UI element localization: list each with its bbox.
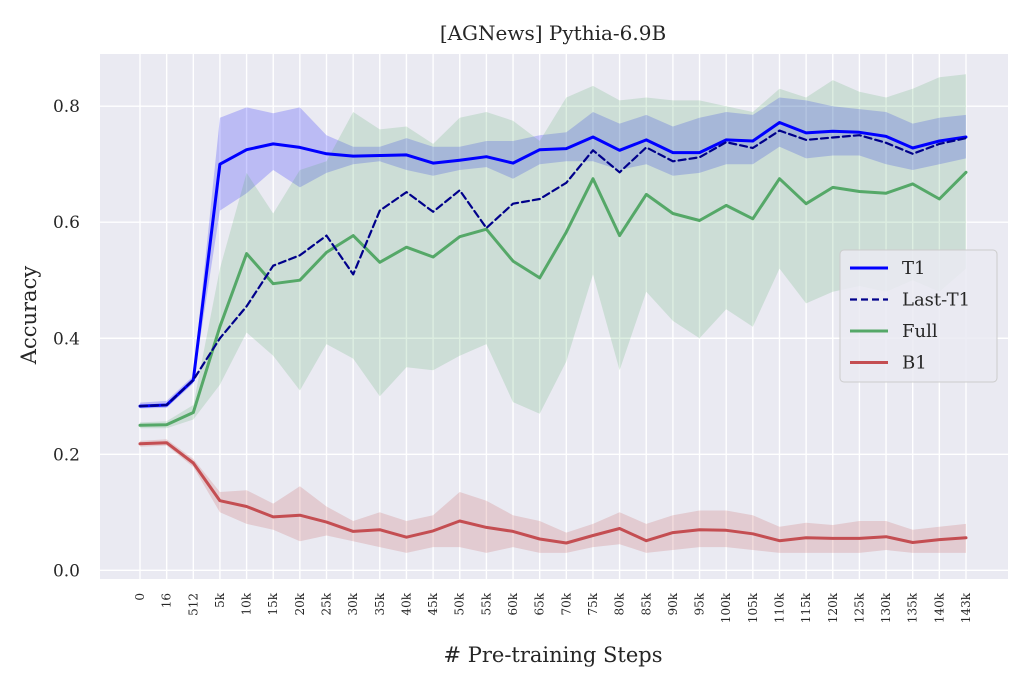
line-t1 bbox=[138, 121, 968, 408]
y-tick-label: 0.8 bbox=[53, 97, 80, 117]
line-b1 bbox=[138, 441, 968, 545]
x-tick-labels: 0 16 512 5k 10k 15k 20k 25k 30k 35k 40k 45k 50k 55k 60… bbox=[133, 592, 973, 623]
x-tick-label: 80k bbox=[613, 592, 627, 615]
x-tick-label: 60k bbox=[506, 592, 520, 615]
chart-title: [AGNews] Pythia-6.9B bbox=[440, 21, 666, 45]
x-tick-label: 115k bbox=[799, 592, 813, 623]
legend-label-last-t1: Last-T1 bbox=[902, 290, 970, 311]
x-tick-label: 110k bbox=[772, 592, 786, 623]
x-tick-label: 40k bbox=[399, 592, 413, 615]
x-tick-label: 10k bbox=[240, 592, 254, 615]
line-full bbox=[138, 170, 968, 427]
line-last-t1 bbox=[138, 129, 968, 408]
x-tick-label: 105k bbox=[746, 592, 760, 623]
x-tick-label: 143k bbox=[959, 592, 973, 623]
x-tick-label: 55k bbox=[479, 592, 493, 615]
y-tick-label: 0.4 bbox=[53, 329, 80, 349]
y-tick-label: 0.6 bbox=[53, 213, 80, 233]
x-tick-label: 85k bbox=[639, 592, 653, 615]
confidence-bands bbox=[140, 74, 966, 553]
y-axis-label: Accuracy bbox=[17, 266, 41, 366]
y-tick-label: 0.2 bbox=[53, 445, 80, 465]
x-tick-label: 20k bbox=[293, 592, 307, 615]
legend: T1 Last-T1 Full B1 bbox=[839, 249, 998, 383]
band-full bbox=[140, 74, 966, 429]
x-tick-label: 125k bbox=[852, 592, 866, 623]
series-lines bbox=[138, 121, 968, 545]
x-tick-label: 0 bbox=[133, 593, 147, 601]
y-tick-label: 0.0 bbox=[53, 561, 80, 581]
x-tick-label: 45k bbox=[426, 592, 440, 615]
x-tick-label: 35k bbox=[373, 592, 387, 615]
x-tick-label: 65k bbox=[533, 592, 547, 615]
x-tick-label: 5k bbox=[213, 592, 227, 608]
band-b1 bbox=[140, 439, 966, 553]
x-tick-label: 75k bbox=[586, 592, 600, 615]
band-t1 bbox=[140, 97, 966, 409]
x-tick-label: 95k bbox=[693, 592, 707, 615]
x-tick-label: 120k bbox=[826, 592, 840, 623]
x-tick-label: 25k bbox=[320, 592, 334, 615]
legend-box bbox=[839, 249, 998, 383]
y-tick-labels: 0.0 0.2 0.4 0.6 0.8 bbox=[53, 97, 80, 581]
x-tick-label: 15k bbox=[266, 592, 280, 615]
legend-label-t1: T1 bbox=[902, 258, 925, 279]
x-tick-label: 512 bbox=[186, 593, 200, 616]
x-axis-label: # Pre-training Steps bbox=[443, 643, 662, 667]
legend-label-full: Full bbox=[902, 321, 938, 342]
x-tick-label: 70k bbox=[559, 592, 573, 615]
x-tick-label: 140k bbox=[932, 592, 946, 623]
legend-label-b1: B1 bbox=[902, 353, 927, 374]
x-tick-label: 135k bbox=[906, 592, 920, 623]
x-tick-label: 50k bbox=[453, 592, 467, 615]
x-tick-label: 130k bbox=[879, 592, 893, 623]
x-tick-label: 30k bbox=[346, 592, 360, 615]
x-tick-label: 90k bbox=[666, 592, 680, 615]
x-tick-label: 16 bbox=[160, 593, 174, 608]
x-tick-label: 100k bbox=[719, 592, 733, 623]
